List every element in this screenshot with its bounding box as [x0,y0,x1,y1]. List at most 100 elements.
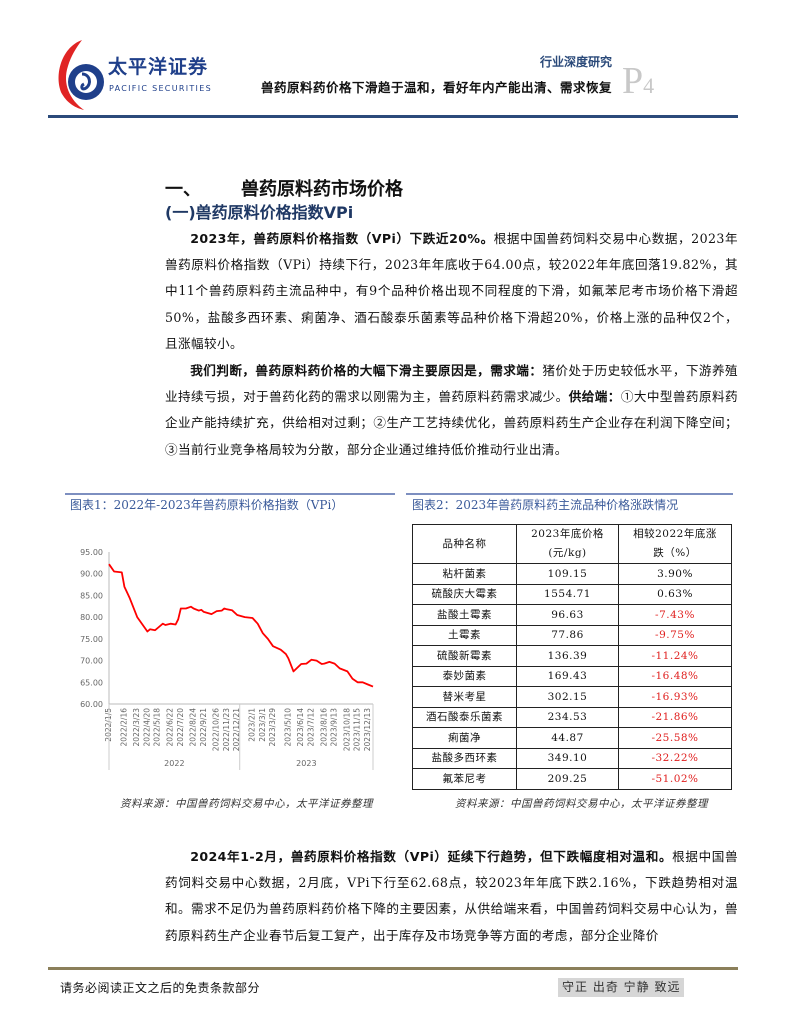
table-row: 替米考星 302.15 -16.93% [412,686,732,708]
x-tick-label: 2023/12/13 [363,708,372,751]
cell-price: 44.87 [516,727,619,749]
footer-divider [48,967,738,970]
report-title: 兽药原料药价格下滑趋于温和，看好年内产能出清、需求恢复 [260,80,612,95]
table-row: 盐酸多西环素 349.10 -32.22% [412,747,732,769]
x-tick-label: 2022/3/23 [132,708,141,747]
cell-change: -25.58% [618,727,732,749]
cell-name: 痢菌净 [412,727,517,749]
x-tick-label: 2023/9/13 [330,708,339,747]
cell-name: 盐酸土霉素 [412,604,517,626]
y-tick-label: 85.00 [80,591,103,600]
x-tick-label: 2023/7/12 [306,708,315,747]
cell-change: -9.75% [618,624,732,646]
x-tick-label: 2023/11/15 [353,708,362,751]
table-header-row: 品种名称 2023年底价格 (元/kg) 相较2022年底涨 跌（%） [412,524,732,564]
cell-change: -16.48% [618,665,732,687]
cell-price: 109.15 [516,563,619,585]
year-group-label: 2023 [296,759,316,768]
cell-price: 302.15 [516,686,619,708]
cell-change: -21.86% [618,706,732,728]
cell-name: 硫酸新霉素 [412,645,517,667]
cell-price: 234.53 [516,706,619,728]
x-tick-label: 2023/3/1 [258,708,267,742]
subsection-heading: (一)兽药原料价格指数VPi [165,203,354,222]
page-number: P4 [622,60,655,102]
x-tick-label: 2022/6/22 [166,708,175,747]
x-tick-label: 2023/5/10 [283,708,292,747]
vpi-series-line [108,563,374,688]
section-heading: 一、 兽药原料药市场价格 [165,179,403,200]
x-tick-label: 2022/4/20 [142,708,151,747]
x-tick-label: 2022/2/16 [119,708,128,747]
footer-disclaimer: 请务必阅读正文之后的免责条款部分 [60,981,261,995]
header-divider [48,115,738,118]
paragraph-3: 2024年1-2月，兽药原料价格指数（VPi）延续下行趋势，但下跌幅度相对温和。… [165,849,738,943]
cell-price: 1554.71 [516,583,619,605]
table-row: 泰妙菌素 169.43 -16.48% [412,665,732,687]
table-row: 硫酸庆大霉素 1554.71 0.63% [412,583,732,605]
cell-name: 泰妙菌素 [412,665,517,687]
x-tick-label: 2023/6/14 [296,708,305,747]
figure2-source: 资料来源：中国兽药饲料交易中心，太平洋证券整理 [455,798,708,810]
cell-name: 盐酸多西环素 [412,747,517,769]
y-tick-label: 80.00 [80,613,103,622]
report-type: 行业深度研究 [539,55,612,69]
table-row: 痢菌净 44.87 -25.58% [412,727,732,749]
cell-change: 0.63% [618,583,732,605]
figure1-source: 资料来源：中国兽药饲料交易中心，太平洋证券整理 [120,798,373,810]
y-tick-label: 90.00 [80,570,103,579]
cell-name: 硫酸庆大霉素 [412,583,517,605]
cell-change: 3.90% [618,563,732,585]
x-tick-label: 2022/11/23 [222,708,231,751]
header-change: 相较2022年底涨 跌（%） [618,524,732,564]
cell-change: -16.93% [618,686,732,708]
table-row: 硫酸新霉素 136.39 -11.24% [412,645,732,667]
x-tick-label: 2022/8/24 [189,708,198,747]
x-tick-label: 2022/7/20 [176,708,185,747]
x-tick-label: 2023/10/18 [342,708,351,751]
logo-english-text: PACIFIC SECURITIES [109,84,212,93]
table-row: 盐酸土霉素 96.63 -7.43% [412,604,732,626]
cell-change: -51.02% [618,768,732,790]
year-group-label: 2022 [164,759,184,768]
table-row: 粘杆菌素 109.15 3.90% [412,563,732,585]
cell-name: 氟苯尼考 [412,768,517,790]
cell-name: 土霉素 [412,624,517,646]
y-tick-label: 65.00 [80,678,103,687]
cell-change: -32.22% [618,747,732,769]
x-tick-label: 2022/5/18 [153,708,162,747]
cell-price: 349.10 [516,747,619,769]
header-name: 品种名称 [412,524,517,564]
y-tick-label: 70.00 [80,657,103,666]
cell-price: 136.39 [516,645,619,667]
y-tick-label: 75.00 [80,635,103,644]
figure1-title: 图表1：2022年-2023年兽药原料价格指数（VPi） [70,498,344,512]
table-row: 土霉素 77.86 -9.75% [412,624,732,646]
cell-name: 替米考星 [412,686,517,708]
paragraph-2: 我们判断，兽药原料药价格的大幅下滑主要原因是，需求端：猪价处于历史较低水平，下游… [165,363,739,457]
figure2-title: 图表2：2023年兽药原料药主流品种价格涨跌情况 [412,498,679,512]
cell-price: 77.86 [516,624,619,646]
paragraph-1: 2023年，兽药原料价格指数（VPi）下跌近20%。根据中国兽药饲料交易中心数据… [165,231,738,351]
cell-price: 96.63 [516,604,619,626]
table-row: 酒石酸泰乐菌素 234.53 -21.86% [412,706,732,728]
x-tick-label: 2022/9/21 [199,708,208,747]
cell-name: 粘杆菌素 [412,563,517,585]
x-tick-label: 2023/8/16 [319,708,328,747]
logo-text: 太平洋证券 [108,56,209,78]
y-tick-label: 95.00 [80,548,103,557]
x-tick-label: 2023/3/29 [268,708,277,747]
cell-change: -7.43% [618,604,732,626]
vpi-line-chart: 60.00 65.00 70.00 75.00 80.00 85.00 90.00 95.00… [80,548,374,770]
x-tick-label: 2022/10/26 [212,708,221,751]
company-logo-icon [58,40,104,110]
footer-motto: 守正 出奇 宁静 致远 [558,978,685,997]
price-change-table: 品种名称 2023年底价格 (元/kg) 相较2022年底涨 跌（%） 粘杆菌素 10… [412,524,732,790]
x-tick-label: 2023/2/1 [248,708,257,742]
cell-name: 酒石酸泰乐菌素 [412,706,517,728]
header-price: 2023年底价格 (元/kg) [516,524,619,564]
x-tick-label: 2022/12/21 [232,708,241,751]
cell-price: 169.43 [516,665,619,687]
table-row: 氟苯尼考 209.25 -51.02% [412,768,732,790]
cell-change: -11.24% [618,645,732,667]
